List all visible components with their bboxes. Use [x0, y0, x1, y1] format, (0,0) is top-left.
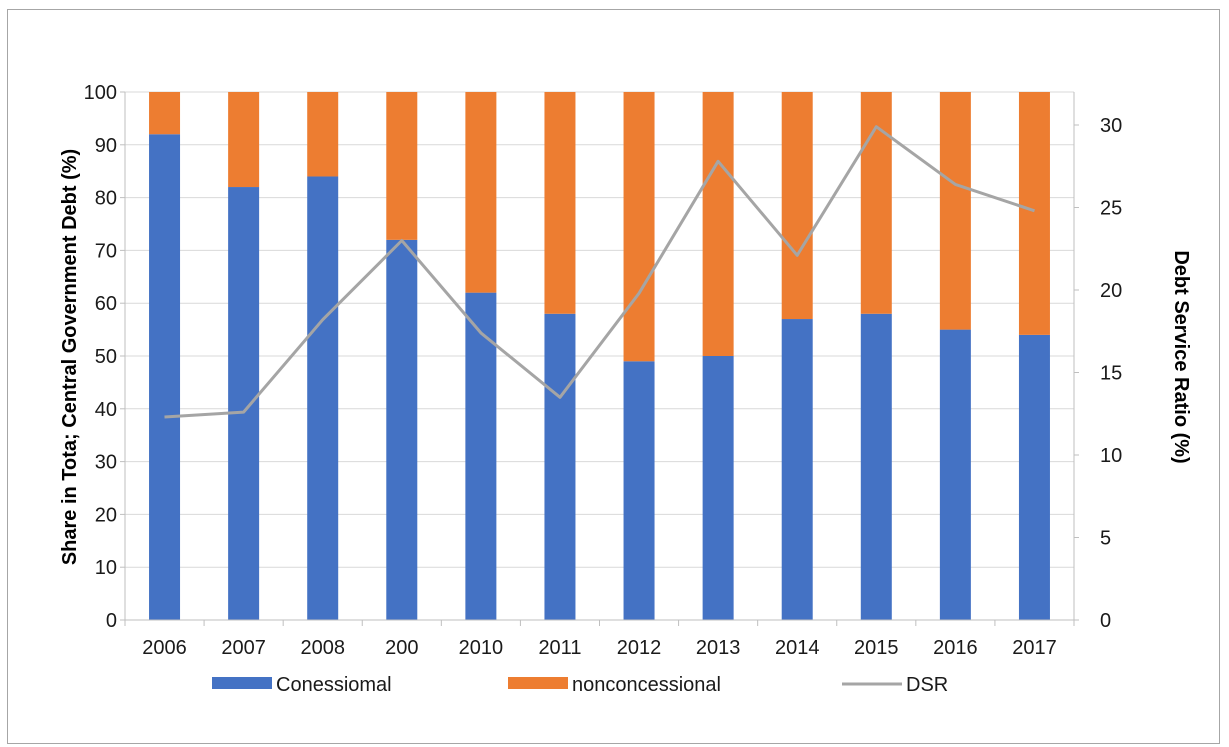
legend-label-dsr: DSR [906, 674, 948, 696]
bar-conessiomal-2011 [544, 313, 576, 620]
x-axis-tick-label: 2013 [696, 637, 741, 659]
bar-conessiomal-200 [386, 239, 418, 620]
left-axis-tick-label: 70 [95, 240, 117, 262]
right-axis-tick-label: 20 [1100, 280, 1122, 302]
bar-conessiomal-2008 [307, 176, 339, 621]
legend: Conessiomal nonconcessional DSR [212, 674, 948, 696]
bar-nonconcessional-2017 [1018, 92, 1050, 335]
left-axis-tick-label: 50 [95, 346, 117, 368]
x-axis-tick-label: 2012 [617, 637, 662, 659]
legend-label-nonconcessional: nonconcessional [572, 674, 721, 696]
bar-conessiomal-2007 [228, 187, 260, 621]
x-axis-tick-label: 2008 [300, 637, 345, 659]
left-axis-tick-label: 90 [95, 135, 117, 157]
right-axis-tick-label: 0 [1100, 610, 1111, 632]
left-axis-tick-label: 80 [95, 188, 117, 210]
bar-nonconcessional-2008 [307, 92, 339, 177]
x-axis-tick-label: 2007 [221, 637, 266, 659]
bar-nonconcessional-200 [386, 92, 418, 240]
right-axis-tick-label: 30 [1100, 115, 1122, 137]
right-axis-tick-label: 10 [1100, 445, 1122, 467]
bar-nonconcessional-2010 [465, 92, 497, 293]
bar-nonconcessional-2016 [939, 92, 971, 330]
bar-conessiomal-2014 [781, 319, 813, 620]
right-axis-tick-label: 25 [1100, 198, 1122, 220]
x-axis-tick-label: 2017 [1012, 637, 1057, 659]
left-axis-tick-label: 0 [106, 610, 117, 632]
left-axis-ticks: 0 10 20 30 40 50 60 70 80 90 100 [84, 82, 117, 632]
legend-swatch-nonconcessional [508, 677, 568, 689]
left-axis-tick-label: 20 [95, 504, 117, 526]
x-axis-tick-label: 2011 [538, 637, 581, 659]
x-axis-tick-label: 2015 [854, 637, 899, 659]
left-axis-tick-label: 100 [84, 82, 117, 104]
x-axis-tick-label: 200 [385, 637, 418, 659]
left-axis-tick-label: 60 [95, 293, 117, 315]
x-axis-tick-label: 2010 [459, 637, 504, 659]
bars [149, 92, 1050, 621]
x-axis-tick-label: 2014 [775, 637, 820, 659]
bar-conessiomal-2015 [860, 313, 892, 620]
bar-nonconcessional-2011 [544, 92, 576, 314]
right-axis-ticks: 0 5 10 15 20 25 30 [1100, 115, 1122, 632]
bar-nonconcessional-2012 [623, 92, 655, 362]
bar-conessiomal-2013 [702, 356, 734, 620]
x-axis-tick-label: 2006 [142, 637, 187, 659]
x-axis-ticks: 2006 2007 2008 200 2010 2011 2012 2013 2014 2015 2… [142, 637, 1056, 659]
bar-nonconcessional-2007 [228, 92, 260, 188]
chart-frame [7, 9, 1220, 744]
bar-conessiomal-2010 [465, 292, 497, 620]
series-line-dsr [164, 125, 1035, 419]
axes [120, 91, 1079, 626]
bar-conessiomal-2006 [149, 134, 181, 621]
bar-conessiomal-2012 [623, 361, 655, 620]
legend-swatch-conessiomal [212, 677, 272, 689]
right-axis-title: Debt Service Ratio (%) [1170, 250, 1192, 463]
right-axis-tick-label: 5 [1100, 528, 1111, 550]
grid-lines [125, 91, 1074, 621]
dsr-line-layer [164, 125, 1035, 419]
bar-nonconcessional-2006 [149, 92, 181, 135]
right-axis-tick-label: 15 [1100, 363, 1122, 385]
left-axis-tick-label: 30 [95, 452, 117, 474]
left-axis-tick-label: 40 [95, 399, 117, 421]
bar-conessiomal-2017 [1018, 334, 1050, 620]
left-axis-title: Share in Tota; Central Government Debt (… [59, 149, 81, 565]
x-axis-tick-label: 2016 [933, 637, 978, 659]
left-axis-tick-label: 10 [95, 557, 117, 579]
bar-nonconcessional-2013 [702, 92, 734, 356]
legend-label-conessiomal: Conessiomal [276, 674, 392, 696]
bar-conessiomal-2016 [939, 329, 971, 620]
bar-nonconcessional-2014 [781, 92, 813, 320]
